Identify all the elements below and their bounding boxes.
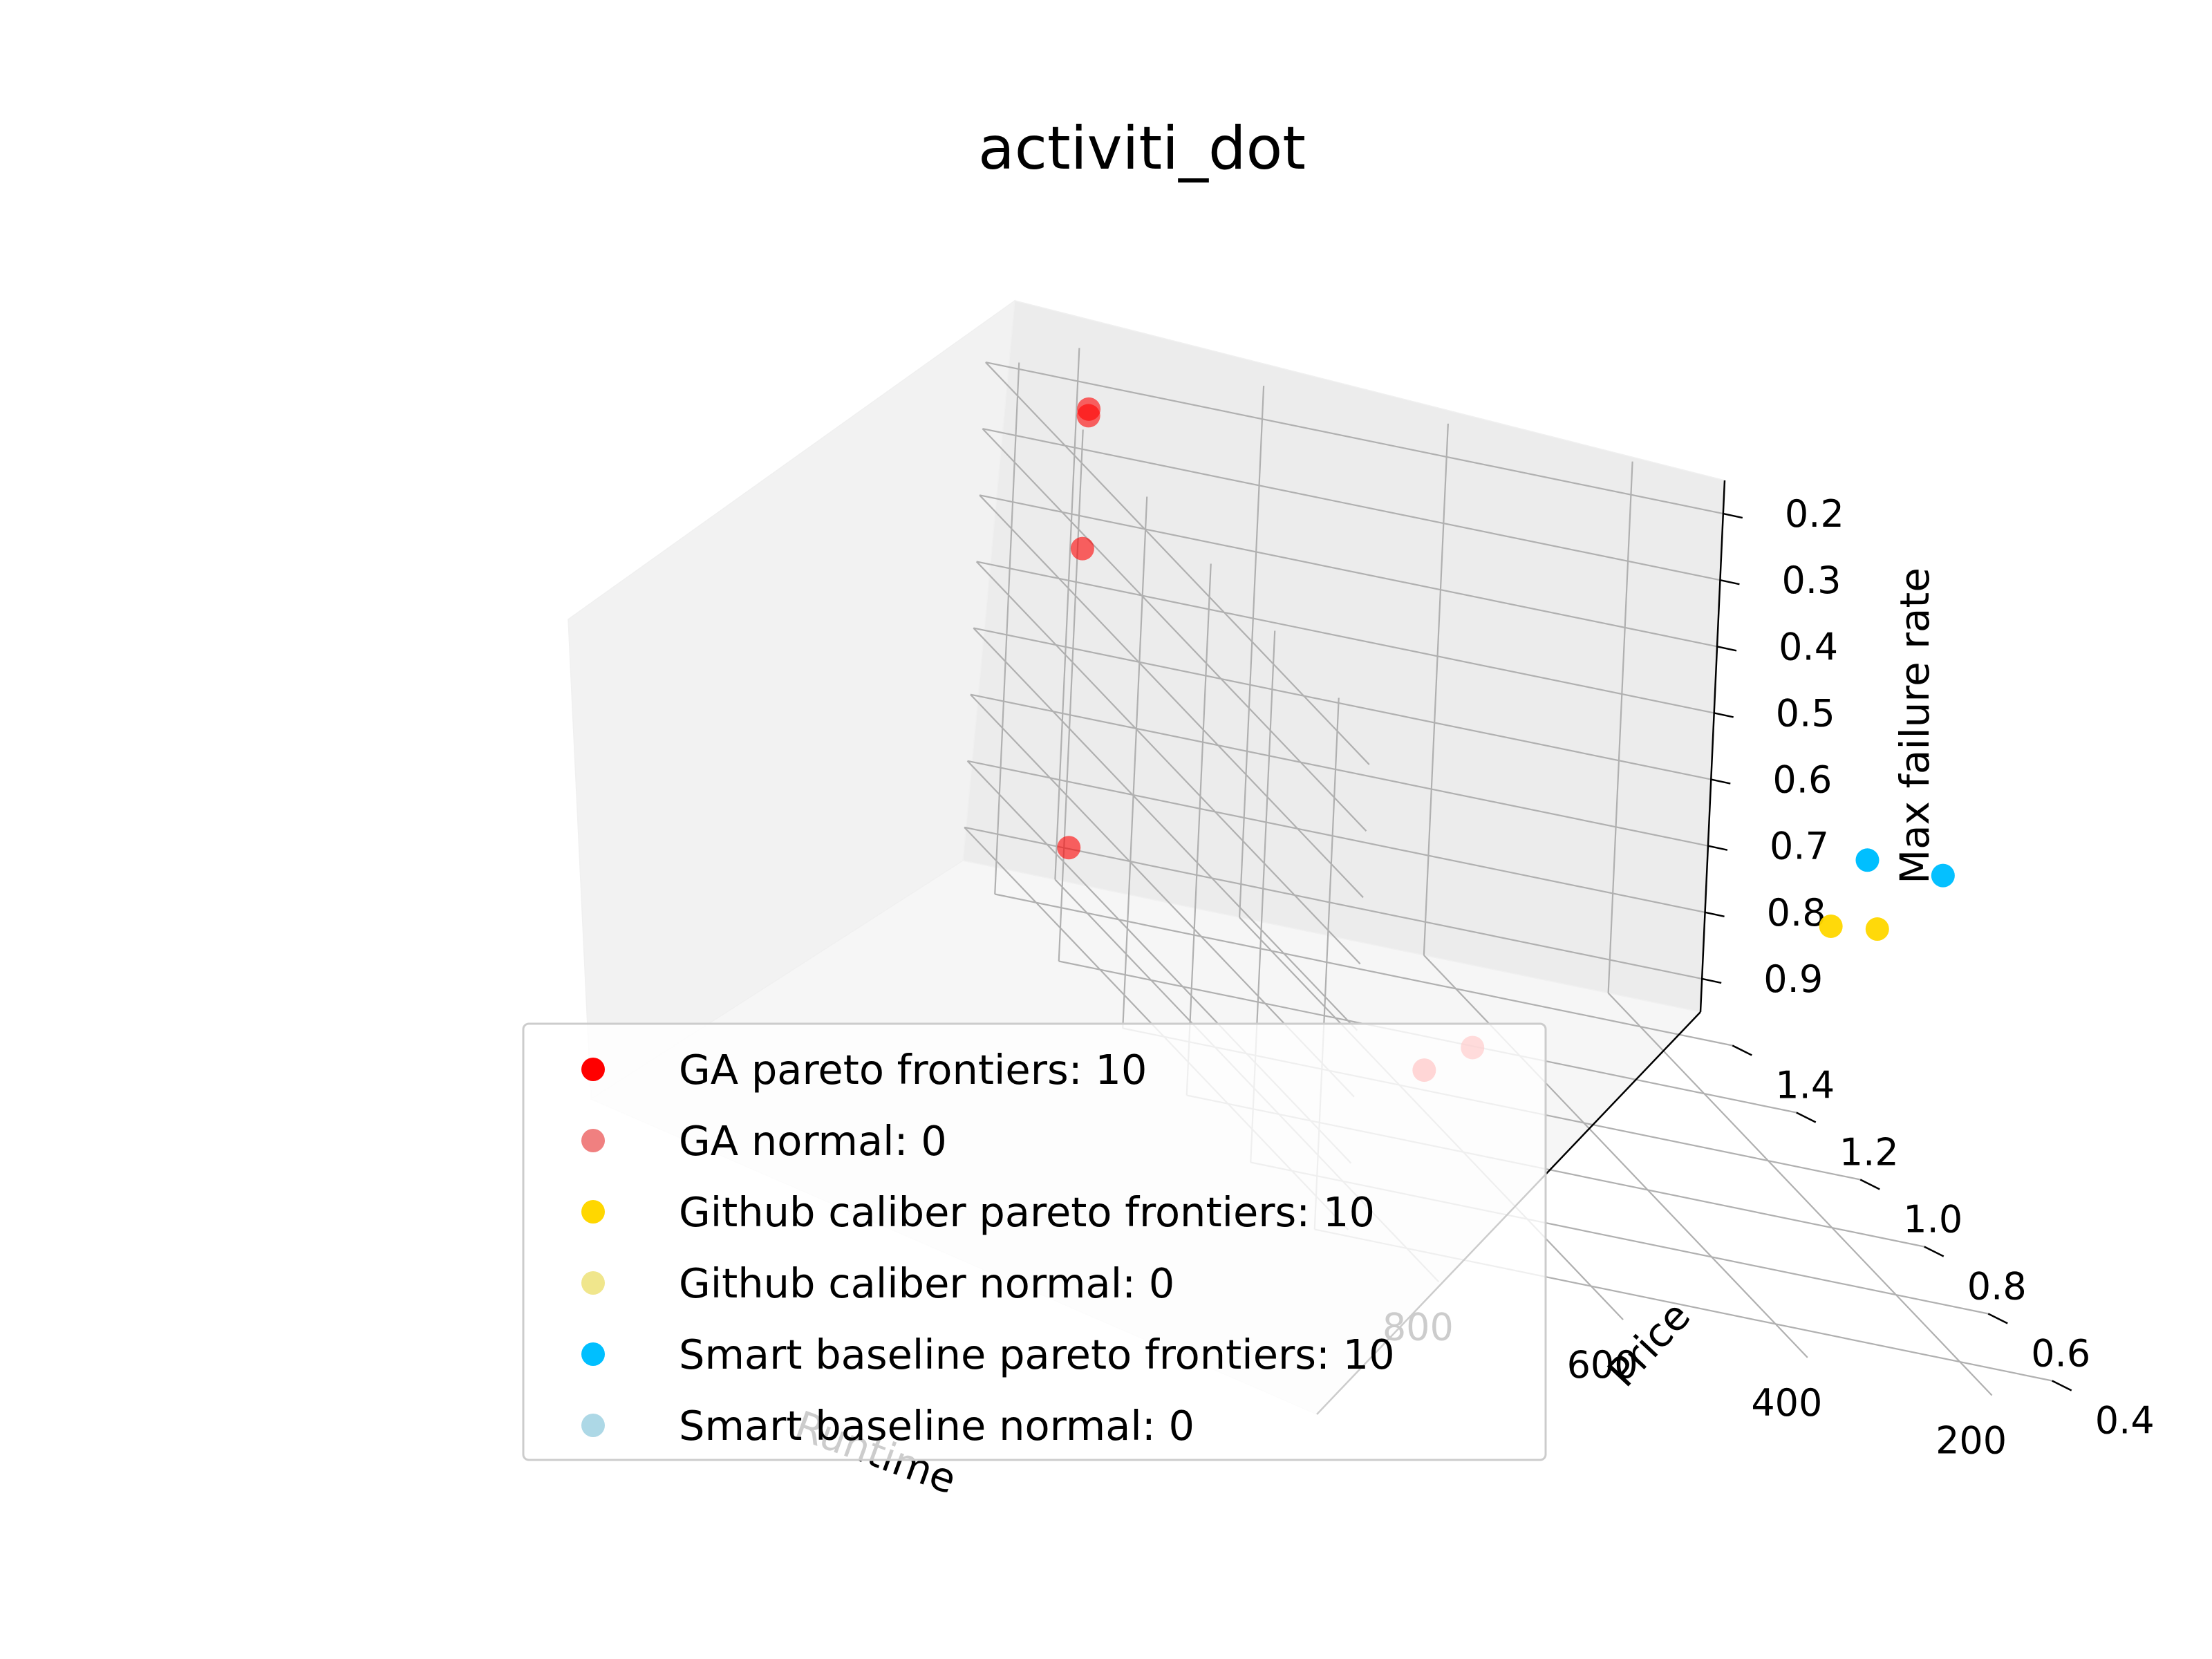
z-tick-label: 0.8 bbox=[1767, 891, 1826, 935]
z-gridline bbox=[975, 561, 1361, 965]
z-axis-line bbox=[1699, 480, 1726, 1013]
legend-marker bbox=[581, 1058, 605, 1081]
x-tick-label: 600 bbox=[1567, 1343, 1638, 1387]
x-gridline bbox=[1607, 461, 1633, 993]
z-tick-label: 0.4 bbox=[1779, 625, 1838, 668]
y-gridline bbox=[994, 362, 1020, 894]
y-tick-mark bbox=[1924, 1246, 1944, 1257]
z-tick-mark bbox=[1701, 977, 1722, 984]
z-tick-label: 0.2 bbox=[1785, 492, 1844, 536]
z-gridline bbox=[979, 494, 1364, 899]
x-gridline bbox=[1607, 992, 1993, 1396]
y-tick-label: 0.4 bbox=[2095, 1399, 2155, 1443]
legend-label: Github caliber normal: 0 bbox=[679, 1259, 1174, 1307]
legend-label: GA normal: 0 bbox=[679, 1117, 947, 1165]
data-point bbox=[1819, 914, 1843, 938]
z-tick-mark bbox=[1723, 512, 1743, 519]
z-tick-mark bbox=[1705, 911, 1725, 918]
y-gridline bbox=[1122, 496, 1148, 1029]
z-gridline bbox=[985, 361, 1724, 515]
z-gridline bbox=[967, 760, 1705, 913]
data-point bbox=[1865, 917, 1889, 941]
legend-label: Github caliber pareto frontiers: 10 bbox=[679, 1188, 1375, 1236]
y-tick-label: 1.4 bbox=[1775, 1064, 1835, 1107]
x-gridline bbox=[1054, 348, 1080, 880]
x-tick-label: 200 bbox=[1936, 1419, 2007, 1463]
x-tick-label: 400 bbox=[1751, 1381, 1822, 1425]
data-point bbox=[1076, 404, 1100, 428]
z-gridline bbox=[985, 362, 1370, 765]
data-point bbox=[1855, 848, 1880, 872]
y-tick-mark bbox=[1732, 1044, 1752, 1056]
z-axis-title: Max failure rate bbox=[1891, 568, 1938, 884]
z-tick-mark bbox=[1711, 778, 1731, 785]
y-tick-label: 0.6 bbox=[2031, 1332, 2090, 1376]
legend-label: Smart baseline normal: 0 bbox=[679, 1402, 1194, 1450]
y-tick-label: 0.8 bbox=[1967, 1265, 2027, 1309]
legend-box bbox=[522, 1022, 1547, 1461]
legend-marker bbox=[581, 1271, 605, 1295]
z-gridline bbox=[979, 494, 1718, 648]
z-tick-label: 0.5 bbox=[1776, 691, 1835, 735]
z-tick-label: 0.6 bbox=[1772, 758, 1832, 802]
legend-marker bbox=[581, 1129, 605, 1152]
x-gridline bbox=[1239, 386, 1265, 918]
y-tick-mark bbox=[1859, 1179, 1880, 1190]
chart-title: activiti_dot bbox=[978, 114, 1306, 183]
z-gridline bbox=[982, 428, 1367, 832]
y-tick-mark bbox=[1987, 1313, 2008, 1324]
z-tick-mark bbox=[1720, 579, 1740, 585]
legend: GA pareto frontiers: 10 GA normal: 0 Githu… bbox=[522, 1022, 1547, 1461]
y-tick-mark bbox=[1796, 1112, 1817, 1123]
z-gridline bbox=[970, 693, 1709, 847]
data-point bbox=[1057, 836, 1081, 860]
ticks: 0.20.30.40.50.60.70.80.90.40.60.81.01.21… bbox=[1382, 492, 2155, 1463]
z-gridline bbox=[973, 627, 1712, 780]
legend-marker bbox=[581, 1200, 605, 1224]
legend-marker bbox=[581, 1342, 605, 1366]
y-gridline bbox=[1185, 563, 1212, 1096]
y-tick-label: 1.0 bbox=[1903, 1198, 1962, 1241]
z-tick-mark bbox=[1707, 845, 1728, 851]
z-tick-label: 0.7 bbox=[1770, 825, 1829, 868]
x-gridline bbox=[1423, 955, 1808, 1358]
x-gridline bbox=[1423, 423, 1449, 955]
legend-label: GA pareto frontiers: 10 bbox=[679, 1046, 1147, 1094]
legend-label: Smart baseline pareto frontiers: 10 bbox=[679, 1331, 1395, 1378]
z-gridline bbox=[964, 826, 1703, 980]
z-tick-label: 0.3 bbox=[1782, 559, 1841, 602]
y-tick-mark bbox=[2052, 1380, 2072, 1391]
z-tick-mark bbox=[1716, 646, 1737, 652]
z-gridline bbox=[973, 627, 1358, 1031]
z-gridline bbox=[982, 428, 1721, 581]
legend-marker bbox=[581, 1414, 605, 1437]
z-gridline bbox=[976, 561, 1714, 714]
data-point bbox=[1070, 536, 1094, 561]
z-tick-mark bbox=[1714, 712, 1734, 718]
z-tick-label: 0.9 bbox=[1763, 957, 1823, 1001]
y-gridline bbox=[1058, 429, 1084, 962]
y-gridline bbox=[995, 893, 1733, 1047]
y-tick-label: 1.2 bbox=[1839, 1131, 1899, 1174]
data-point bbox=[1931, 863, 1955, 888]
